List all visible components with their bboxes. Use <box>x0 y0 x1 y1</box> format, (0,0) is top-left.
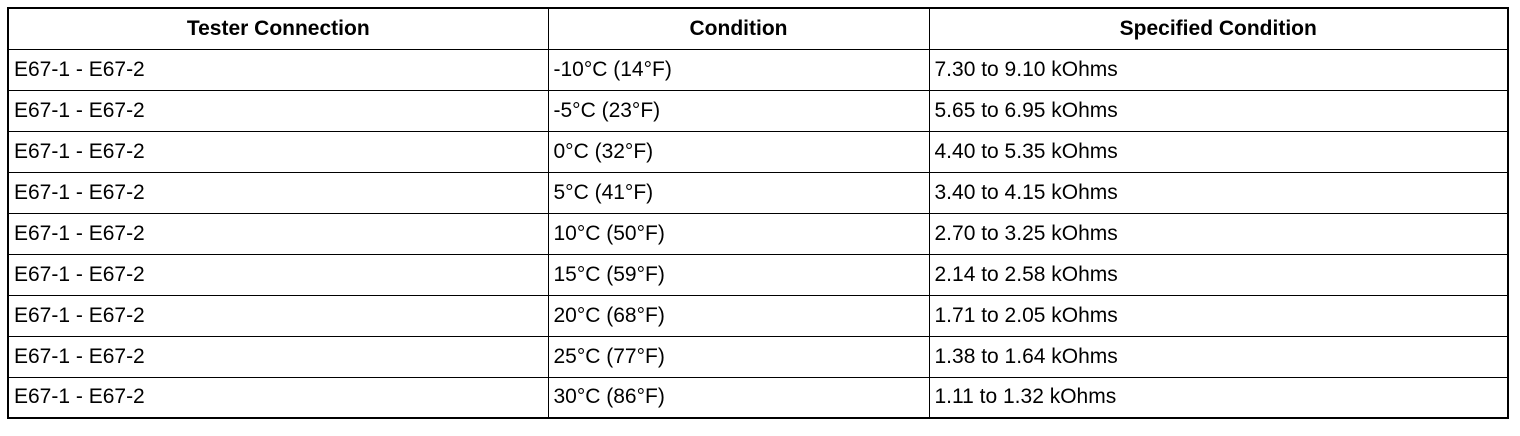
table-row: E67-1 - E67-2 10°C (50°F) 2.70 to 3.25 kOh… <box>7 212 1509 255</box>
table-cell: 5.65 to 6.95 kOhms <box>928 89 1509 132</box>
header-row: Tester Connection Condition Specified Cond… <box>7 7 1509 50</box>
table-row: E67-1 - E67-2 -10°C (14°F) 7.30 to 9.10 kO… <box>7 48 1509 91</box>
table-cell: 2.70 to 3.25 kOhms <box>928 212 1509 255</box>
table-cell: E67-1 - E67-2 <box>7 376 549 419</box>
table-row: E67-1 - E67-2 30°C (86°F) 1.11 to 1.32 kOh… <box>7 376 1509 419</box>
header-cell: Specified Condition <box>928 7 1509 50</box>
table-cell: E67-1 - E67-2 <box>7 130 549 173</box>
table-row: E67-1 - E67-2 5°C (41°F) 3.40 to 4.15 kOhm… <box>7 171 1509 214</box>
table-cell: 20°C (68°F) <box>547 294 930 337</box>
table-cell: 25°C (77°F) <box>547 335 930 378</box>
table-row: E67-1 - E67-2 -5°C (23°F) 5.65 to 6.95 kOh… <box>7 89 1509 132</box>
table-row: E67-1 - E67-2 15°C (59°F) 2.14 to 2.58 kOh… <box>7 253 1509 296</box>
table-row: E67-1 - E67-2 0°C (32°F) 4.40 to 5.35 kOhm… <box>7 130 1509 173</box>
table-cell: E67-1 - E67-2 <box>7 48 549 91</box>
table-cell: E67-1 - E67-2 <box>7 212 549 255</box>
table-cell: 1.11 to 1.32 kOhms <box>928 376 1509 419</box>
table-cell: 5°C (41°F) <box>547 171 930 214</box>
table-row: E67-1 - E67-2 25°C (77°F) 1.38 to 1.64 kOh… <box>7 335 1509 378</box>
table-cell: E67-1 - E67-2 <box>7 335 549 378</box>
table-cell: -5°C (23°F) <box>547 89 930 132</box>
header-cell: Tester Connection <box>7 7 549 50</box>
table-body: E67-1 - E67-2 -10°C (14°F) 7.30 to 9.10 kO… <box>7 48 1509 419</box>
table-cell: 1.38 to 1.64 kOhms <box>928 335 1509 378</box>
table-row: E67-1 - E67-2 20°C (68°F) 1.71 to 2.05 kOh… <box>7 294 1509 337</box>
table-cell: 2.14 to 2.58 kOhms <box>928 253 1509 296</box>
table-cell: E67-1 - E67-2 <box>7 171 549 214</box>
table-cell: E67-1 - E67-2 <box>7 294 549 337</box>
table-cell: 7.30 to 9.10 kOhms <box>928 48 1509 91</box>
spec-table: Tester Connection Condition Specified Cond… <box>7 7 1509 419</box>
table-cell: 30°C (86°F) <box>547 376 930 419</box>
table-cell: 10°C (50°F) <box>547 212 930 255</box>
table-cell: E67-1 - E67-2 <box>7 89 549 132</box>
table-cell: 0°C (32°F) <box>547 130 930 173</box>
table-cell: -10°C (14°F) <box>547 48 930 91</box>
document: Tester Connection Condition Specified Cond… <box>7 7 1509 419</box>
header-cell: Condition <box>547 7 930 50</box>
table-cell: 3.40 to 4.15 kOhms <box>928 171 1509 214</box>
table-header: Tester Connection Condition Specified Cond… <box>7 7 1509 50</box>
table-cell: 15°C (59°F) <box>547 253 930 296</box>
table-cell: 4.40 to 5.35 kOhms <box>928 130 1509 173</box>
table-cell: E67-1 - E67-2 <box>7 253 549 296</box>
table-cell: 1.71 to 2.05 kOhms <box>928 294 1509 337</box>
